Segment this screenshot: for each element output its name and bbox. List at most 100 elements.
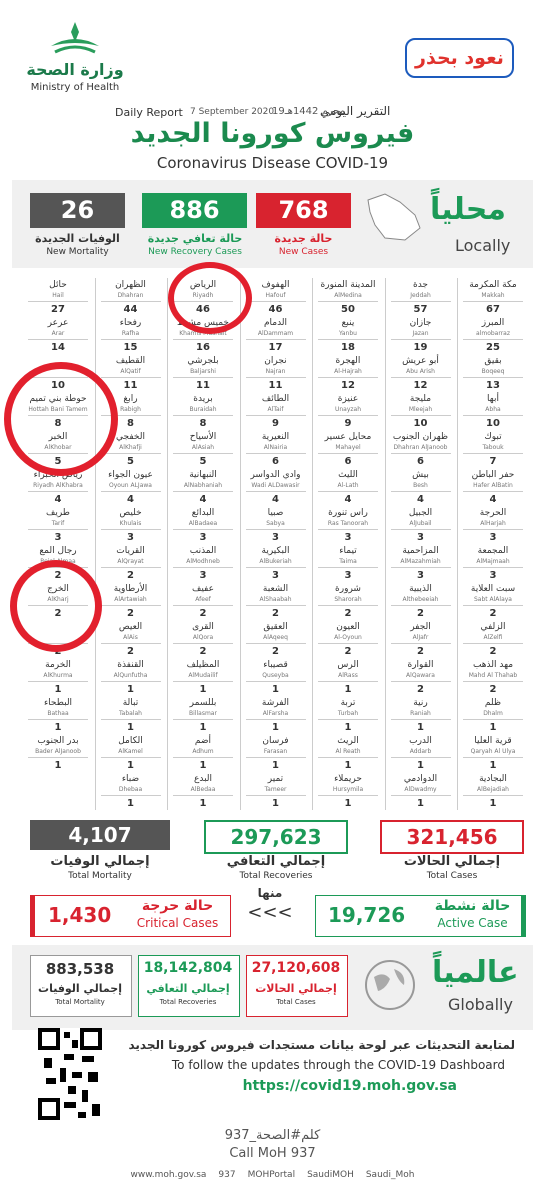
city-name-en: Al-Hajrah	[318, 368, 378, 378]
city-name-ar: الخرمة	[45, 660, 71, 670]
city-count: 16	[196, 342, 210, 353]
follow-en: To follow the updates through the COVID-…	[171, 1058, 505, 1072]
city-name-ar: تربة	[340, 698, 356, 708]
city-count: 44	[123, 304, 138, 315]
total-mortality-value: 4,107	[30, 820, 170, 850]
city-name-ar: جازان	[409, 318, 432, 328]
city-name-en: Rafha	[100, 330, 161, 340]
dashboard-url[interactable]: https://covid19.moh.gov.sa	[242, 1078, 457, 1094]
city-cell: المجمعة AlMajmaah 3	[457, 544, 529, 582]
city-name-ar: البجادية	[479, 774, 507, 784]
city-name-en: AlAis	[100, 634, 161, 644]
column-divider	[312, 278, 313, 810]
city-name-en: Bathaa	[28, 710, 88, 720]
new-cases-value: 768	[256, 193, 351, 228]
city-name-ar: شرورة	[335, 584, 361, 594]
city-name-ar: عرعر	[47, 318, 69, 328]
city-cell: أضم Adhum 1	[167, 734, 239, 772]
city-name-ar: الدرب	[409, 736, 432, 746]
city-name-en: AlQatif	[100, 368, 161, 378]
social-link[interactable]: Saudi_Moh	[365, 1170, 415, 1180]
city-name-en: Dhahran AlJanoob	[390, 444, 451, 454]
city-count: 3	[489, 532, 497, 543]
city-count: 1	[417, 760, 424, 771]
social-link[interactable]: MOHPortal	[247, 1170, 296, 1180]
city-name-en: Besh	[390, 482, 451, 492]
social-link[interactable]: SaudiMOH	[307, 1170, 354, 1180]
city-name-en: Yanbu	[318, 330, 378, 340]
city-count: 12	[341, 380, 355, 391]
new-recovery-value: 886	[142, 193, 247, 228]
city-name-en: Taima	[318, 558, 378, 568]
report-en: Daily Report	[115, 106, 183, 119]
city-cell: شرورة Sharorah 2	[312, 582, 384, 620]
city-count: 10	[413, 418, 428, 429]
city-name-en: Khulais	[100, 520, 161, 530]
city-name-ar: رابغ	[123, 394, 138, 404]
city-count: 11	[123, 380, 138, 391]
label: New Cases	[278, 247, 329, 257]
city-count: 2	[417, 608, 424, 619]
city-count: 7	[489, 456, 497, 467]
city-cell: الظهران Dhahran 44	[95, 278, 167, 316]
city-name-en: Baljarshi	[173, 368, 233, 378]
city-name-en: Hafouf	[245, 292, 306, 302]
column-divider	[239, 278, 241, 810]
city-name-en: AlHarjah	[463, 520, 523, 530]
city-name-en: Buraidah	[173, 406, 233, 416]
city-name-en: AlFarsha	[245, 710, 306, 720]
city-name-ar: المجمعة	[477, 546, 509, 556]
city-cell: الريث Al Reath 1	[312, 734, 384, 772]
city-count: 3	[272, 532, 279, 543]
city-count: 2	[127, 570, 134, 581]
city-cell: الشعبة AlShaabah 2	[240, 582, 312, 620]
city-count: 1	[344, 798, 352, 809]
city-name-ar: البدائع	[191, 508, 215, 518]
global-recoveries-value: 18,142,804	[143, 960, 233, 976]
city-cell: مكة المكرمة Makkah 67	[457, 278, 529, 316]
city-name-ar: الجفر	[410, 622, 431, 632]
arrows: <<<	[247, 902, 293, 923]
city-name-en: AlDammam	[245, 330, 306, 340]
city-name-ar: الجبيل	[408, 508, 433, 518]
city-name-ar: بلجرشي	[187, 356, 219, 366]
city-name-en: Qaryah Al Ulya	[463, 748, 523, 758]
city-cell: بيش Besh 4	[385, 468, 457, 506]
city-count: 2	[199, 646, 207, 657]
city-name-ar: بقيق	[484, 356, 502, 366]
city-count: 1	[127, 722, 134, 733]
city-name-ar: نجران	[264, 356, 287, 366]
city-cell: البكيرية AlBukeriah 3	[240, 544, 312, 582]
city-count: 2	[489, 608, 497, 619]
global-cases-box	[246, 955, 348, 1017]
city-count: 1	[272, 760, 279, 771]
global-mortality-box	[30, 955, 132, 1017]
city-count: 2	[417, 646, 424, 657]
city-cell: النبهانية AlNabhaniah 4	[167, 468, 239, 506]
city-count: 1	[344, 722, 352, 733]
city-cell: القرى AlQora 2	[167, 620, 239, 658]
social-link[interactable]: 937	[218, 1170, 236, 1180]
city-name-ar: الرس	[337, 660, 359, 670]
city-cell: المذنب AlModhneb 3	[167, 544, 239, 582]
city-name-ar: صبيا	[267, 508, 284, 518]
city-name-ar: المظيلف	[186, 660, 220, 670]
city-name-ar: الظهران	[115, 280, 146, 290]
label: إجمالي التعافي	[226, 854, 326, 869]
city-name-ar: فرسان	[262, 736, 289, 746]
city-name-en: Quseyba	[245, 672, 306, 682]
city-count: 2	[489, 684, 497, 695]
city-cell: الرس AlRass 1	[312, 658, 384, 696]
city-count: 8	[199, 418, 207, 429]
city-cell: الخفجي AlKhafji 5	[95, 430, 167, 468]
city-cell: بريدة Buraidah 8	[167, 392, 239, 430]
city-name-ar: الهفوف	[261, 280, 290, 290]
city-cell: المزاحمية AlMazahmiah 3	[385, 544, 457, 582]
total-cases-value: 321,456	[380, 820, 524, 854]
social-link[interactable]: www.moh.gov.sa	[130, 1170, 207, 1180]
city-name-en: Billasmar	[173, 710, 233, 720]
city-name-en: Oyoun ALJawa	[100, 482, 161, 492]
city-cell: ينبع Yanbu 18	[312, 316, 384, 354]
city-cell: الأسياح AlAsiah 5	[167, 430, 239, 468]
city-cell: العيون Al-Oyoun 2	[312, 620, 384, 658]
